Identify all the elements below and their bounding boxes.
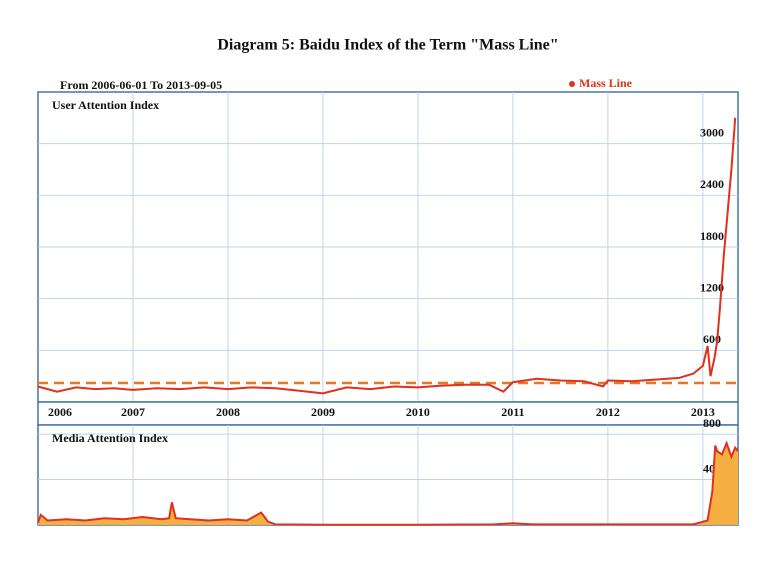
x-tick-label: 2012 bbox=[596, 405, 620, 419]
x-tick-label: 2009 bbox=[311, 405, 335, 419]
x-tick-label: 2006 bbox=[48, 405, 72, 419]
panel-title: Media Attention Index bbox=[52, 431, 168, 445]
x-tick-label: 2013 bbox=[691, 405, 715, 419]
y-tick-label: 2400 bbox=[700, 177, 724, 191]
line bbox=[37, 440, 739, 526]
x-tick-label: 2007 bbox=[121, 405, 145, 419]
legend-marker bbox=[569, 81, 575, 87]
x-tick-label: 2010 bbox=[406, 405, 430, 419]
date-range: From 2006-06-01 To 2013-09-05 bbox=[60, 78, 222, 92]
y-tick-label: 3000 bbox=[700, 125, 724, 139]
legend-label: Mass Line bbox=[579, 76, 633, 90]
line bbox=[37, 117, 737, 395]
chart-title: Diagram 5: Baidu Index of the Term "Mass… bbox=[217, 37, 558, 54]
panel-title: User Attention Index bbox=[52, 98, 159, 112]
x-tick-label: 2008 bbox=[216, 405, 240, 419]
y-tick-label: 1200 bbox=[700, 280, 724, 294]
y-tick-label: 1800 bbox=[700, 229, 724, 243]
x-tick-label: 2011 bbox=[501, 405, 524, 419]
y-tick-label: 800 bbox=[703, 416, 721, 430]
